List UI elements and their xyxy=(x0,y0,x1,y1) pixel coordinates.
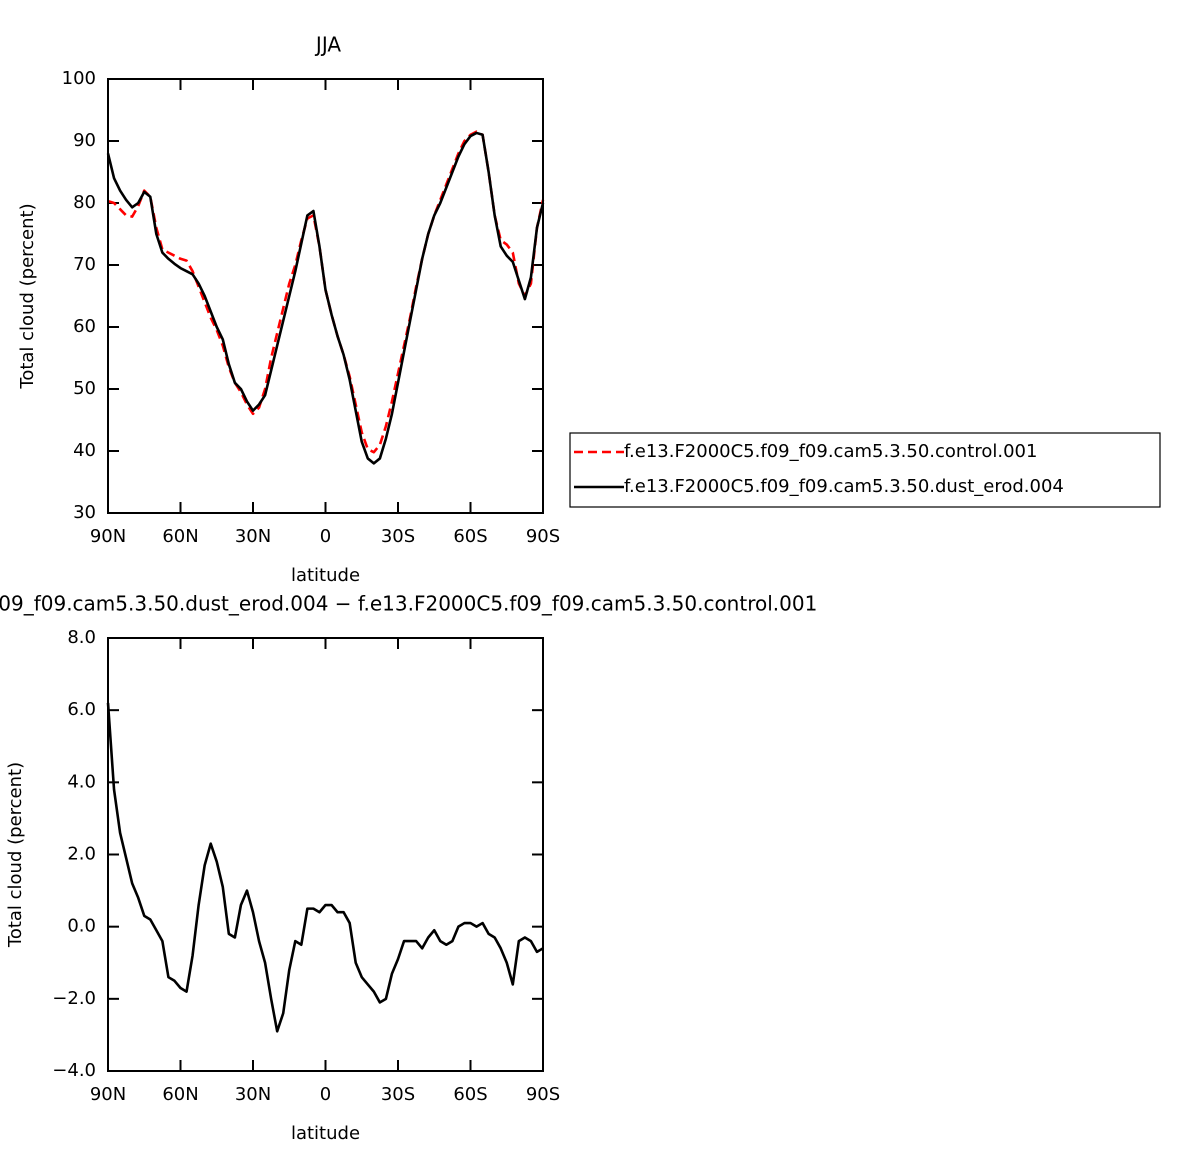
y-tick-label: 4.0 xyxy=(67,771,96,792)
x-tick-label: 90S xyxy=(526,526,560,547)
x-tick-label: 90N xyxy=(90,1084,126,1105)
plot-frame xyxy=(107,78,544,514)
legend: f.e13.F2000C5.f09_f09.cam5.3.50.control.… xyxy=(569,432,1161,508)
data-line xyxy=(106,131,545,465)
y-tick-label: 80 xyxy=(73,192,96,213)
x-tick-label: 30N xyxy=(235,526,271,547)
x-tick-label: 60S xyxy=(453,526,487,547)
y-tick-label: 8.0 xyxy=(67,627,96,648)
y-tick-label: 0.0 xyxy=(67,916,96,937)
x-tick-label: 30N xyxy=(235,1084,271,1105)
y-tick-label: 60 xyxy=(73,316,96,337)
y-tick-label: 50 xyxy=(73,378,96,399)
chart-title: f.e13.F2000C5.f09_f09.cam5.3.50.dust_ero… xyxy=(0,592,817,616)
y-axis-label: Total cloud (percent) xyxy=(17,203,38,389)
x-tick-label: 60N xyxy=(162,526,198,547)
chart-title: JJA xyxy=(314,33,341,57)
y-tick-label: 2.0 xyxy=(67,844,96,865)
x-axis-label: latitude xyxy=(291,565,360,586)
y-tick-label: 40 xyxy=(73,440,96,461)
y-tick-label: 100 xyxy=(62,68,96,89)
legend-box xyxy=(569,432,1161,508)
x-tick-label: 0 xyxy=(320,526,331,547)
x-tick-label: 90S xyxy=(526,1084,560,1105)
legend-label: f.e13.F2000C5.f09_f09.cam5.3.50.dust_ero… xyxy=(624,476,1064,497)
y-tick-label: −2.0 xyxy=(52,988,96,1009)
y-tick-label: 6.0 xyxy=(67,699,96,720)
x-tick-label: 30S xyxy=(381,1084,415,1105)
x-tick-label: 30S xyxy=(381,526,415,547)
y-tick-label: −4.0 xyxy=(52,1060,96,1081)
y-tick-label: 70 xyxy=(73,254,96,275)
x-tick-label: 60S xyxy=(453,1084,487,1105)
y-axis-label: Total cloud (percent) xyxy=(5,762,26,948)
x-tick-label: 60N xyxy=(162,1084,198,1105)
y-tick-label: 90 xyxy=(73,130,96,151)
x-tick-label: 0 xyxy=(320,1084,331,1105)
y-tick-label: 30 xyxy=(73,502,96,523)
plot-frame xyxy=(107,637,544,1072)
x-tick-label: 90N xyxy=(90,526,126,547)
legend-label: f.e13.F2000C5.f09_f09.cam5.3.50.control.… xyxy=(624,441,1037,462)
x-axis-label: latitude xyxy=(291,1123,360,1144)
data-line xyxy=(106,702,544,1033)
